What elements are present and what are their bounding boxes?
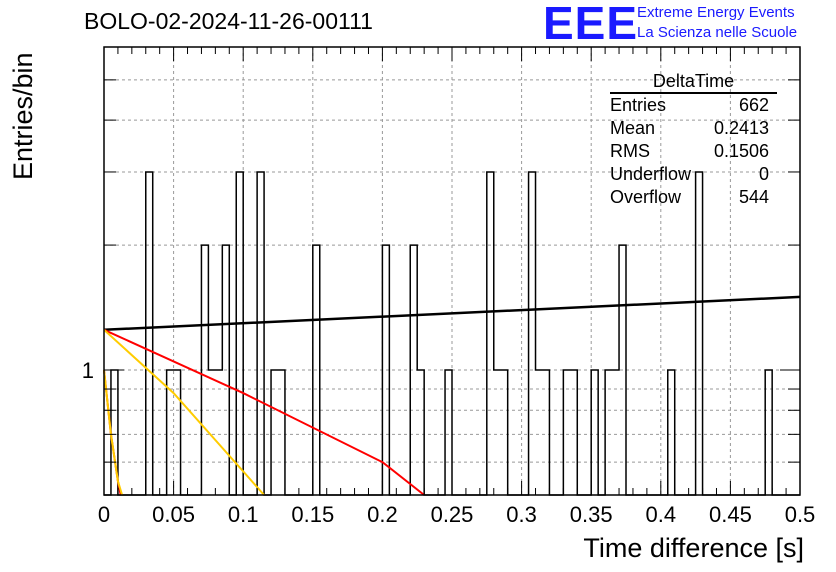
fit-line xyxy=(103,329,265,496)
y-axis-label: Entries/bin xyxy=(8,52,38,180)
stats-value: 0.1506 xyxy=(713,141,769,161)
stats-row-underflow: Underflow 0 xyxy=(610,163,777,186)
x-tick-label: 0.5 xyxy=(785,502,816,527)
stats-value: 0 xyxy=(758,164,769,184)
stats-value: 0.2413 xyxy=(713,118,769,138)
axis-ticks: 0 0.05 0.1 0.15 0.2 0.25 0.3 0.35 0.4 0.45 0.5 1 xyxy=(82,47,816,527)
stats-label: Mean xyxy=(610,118,656,138)
x-tick-label: 0.3 xyxy=(506,502,537,527)
chart-title: BOLO-02-2024-11-26-00111 xyxy=(84,8,373,34)
histogram-outline xyxy=(104,171,800,496)
stats-label: RMS xyxy=(610,141,650,161)
stats-label: Overflow xyxy=(610,187,682,207)
eee-logo: EEE xyxy=(543,0,639,49)
stats-value: 662 xyxy=(738,95,769,115)
logo-line-2: La Scienza nelle Scuole xyxy=(637,24,798,41)
x-tick-label: 0.45 xyxy=(709,502,752,527)
x-tick-label: 0.25 xyxy=(431,502,474,527)
logo-line-1: Extreme Energy Events xyxy=(637,4,795,21)
x-tick-label: 0.05 xyxy=(152,502,195,527)
x-axis-label: Time difference [s] xyxy=(583,533,804,563)
stats-row-mean: Mean 0.2413 xyxy=(610,117,777,140)
x-tick-label: 0.1 xyxy=(228,502,259,527)
x-tick-label: 0.35 xyxy=(570,502,613,527)
x-tick-label: 0 xyxy=(98,502,110,527)
stats-title: DeltaTime xyxy=(610,70,777,94)
stats-label: Underflow xyxy=(610,164,692,184)
stats-row-overflow: Overflow 544 xyxy=(610,186,777,209)
fit-line xyxy=(103,295,801,332)
fit-lines xyxy=(103,295,801,496)
histogram xyxy=(104,171,800,496)
stats-value: 544 xyxy=(738,187,769,207)
fit-line xyxy=(103,369,124,496)
x-tick-label: 0.4 xyxy=(646,502,677,527)
fit-line xyxy=(103,328,425,496)
stats-box: DeltaTime Entries 662 Mean 0.2413 RMS 0.… xyxy=(610,70,777,209)
stats-row-entries: Entries 662 xyxy=(610,94,777,117)
x-tick-label: 0.2 xyxy=(367,502,398,527)
stats-row-rms: RMS 0.1506 xyxy=(610,140,777,163)
y-tick-label: 1 xyxy=(82,358,94,383)
stats-label: Entries xyxy=(610,95,667,115)
x-tick-label: 0.15 xyxy=(291,502,334,527)
